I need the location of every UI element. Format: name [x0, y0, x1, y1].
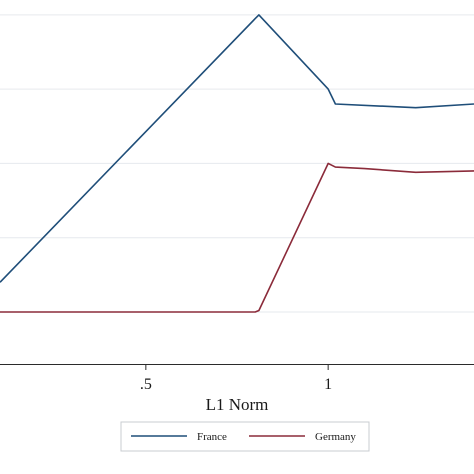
series-line-germany [0, 162, 474, 313]
gridlines [0, 14, 474, 313]
x-axis-ticks: .5 1 [140, 364, 332, 393]
x-tick-label-0: .5 [140, 376, 152, 393]
series-line-france [0, 14, 474, 283]
legend-label-france: France [197, 431, 227, 443]
legend-label-germany: Germany [315, 431, 356, 443]
x-axis-title: L1 Norm [206, 395, 269, 414]
legend: France Germany [120, 421, 370, 452]
legend-box [120, 421, 370, 452]
series-layer [0, 14, 474, 313]
x-tick-label-1: 1 [324, 376, 332, 393]
